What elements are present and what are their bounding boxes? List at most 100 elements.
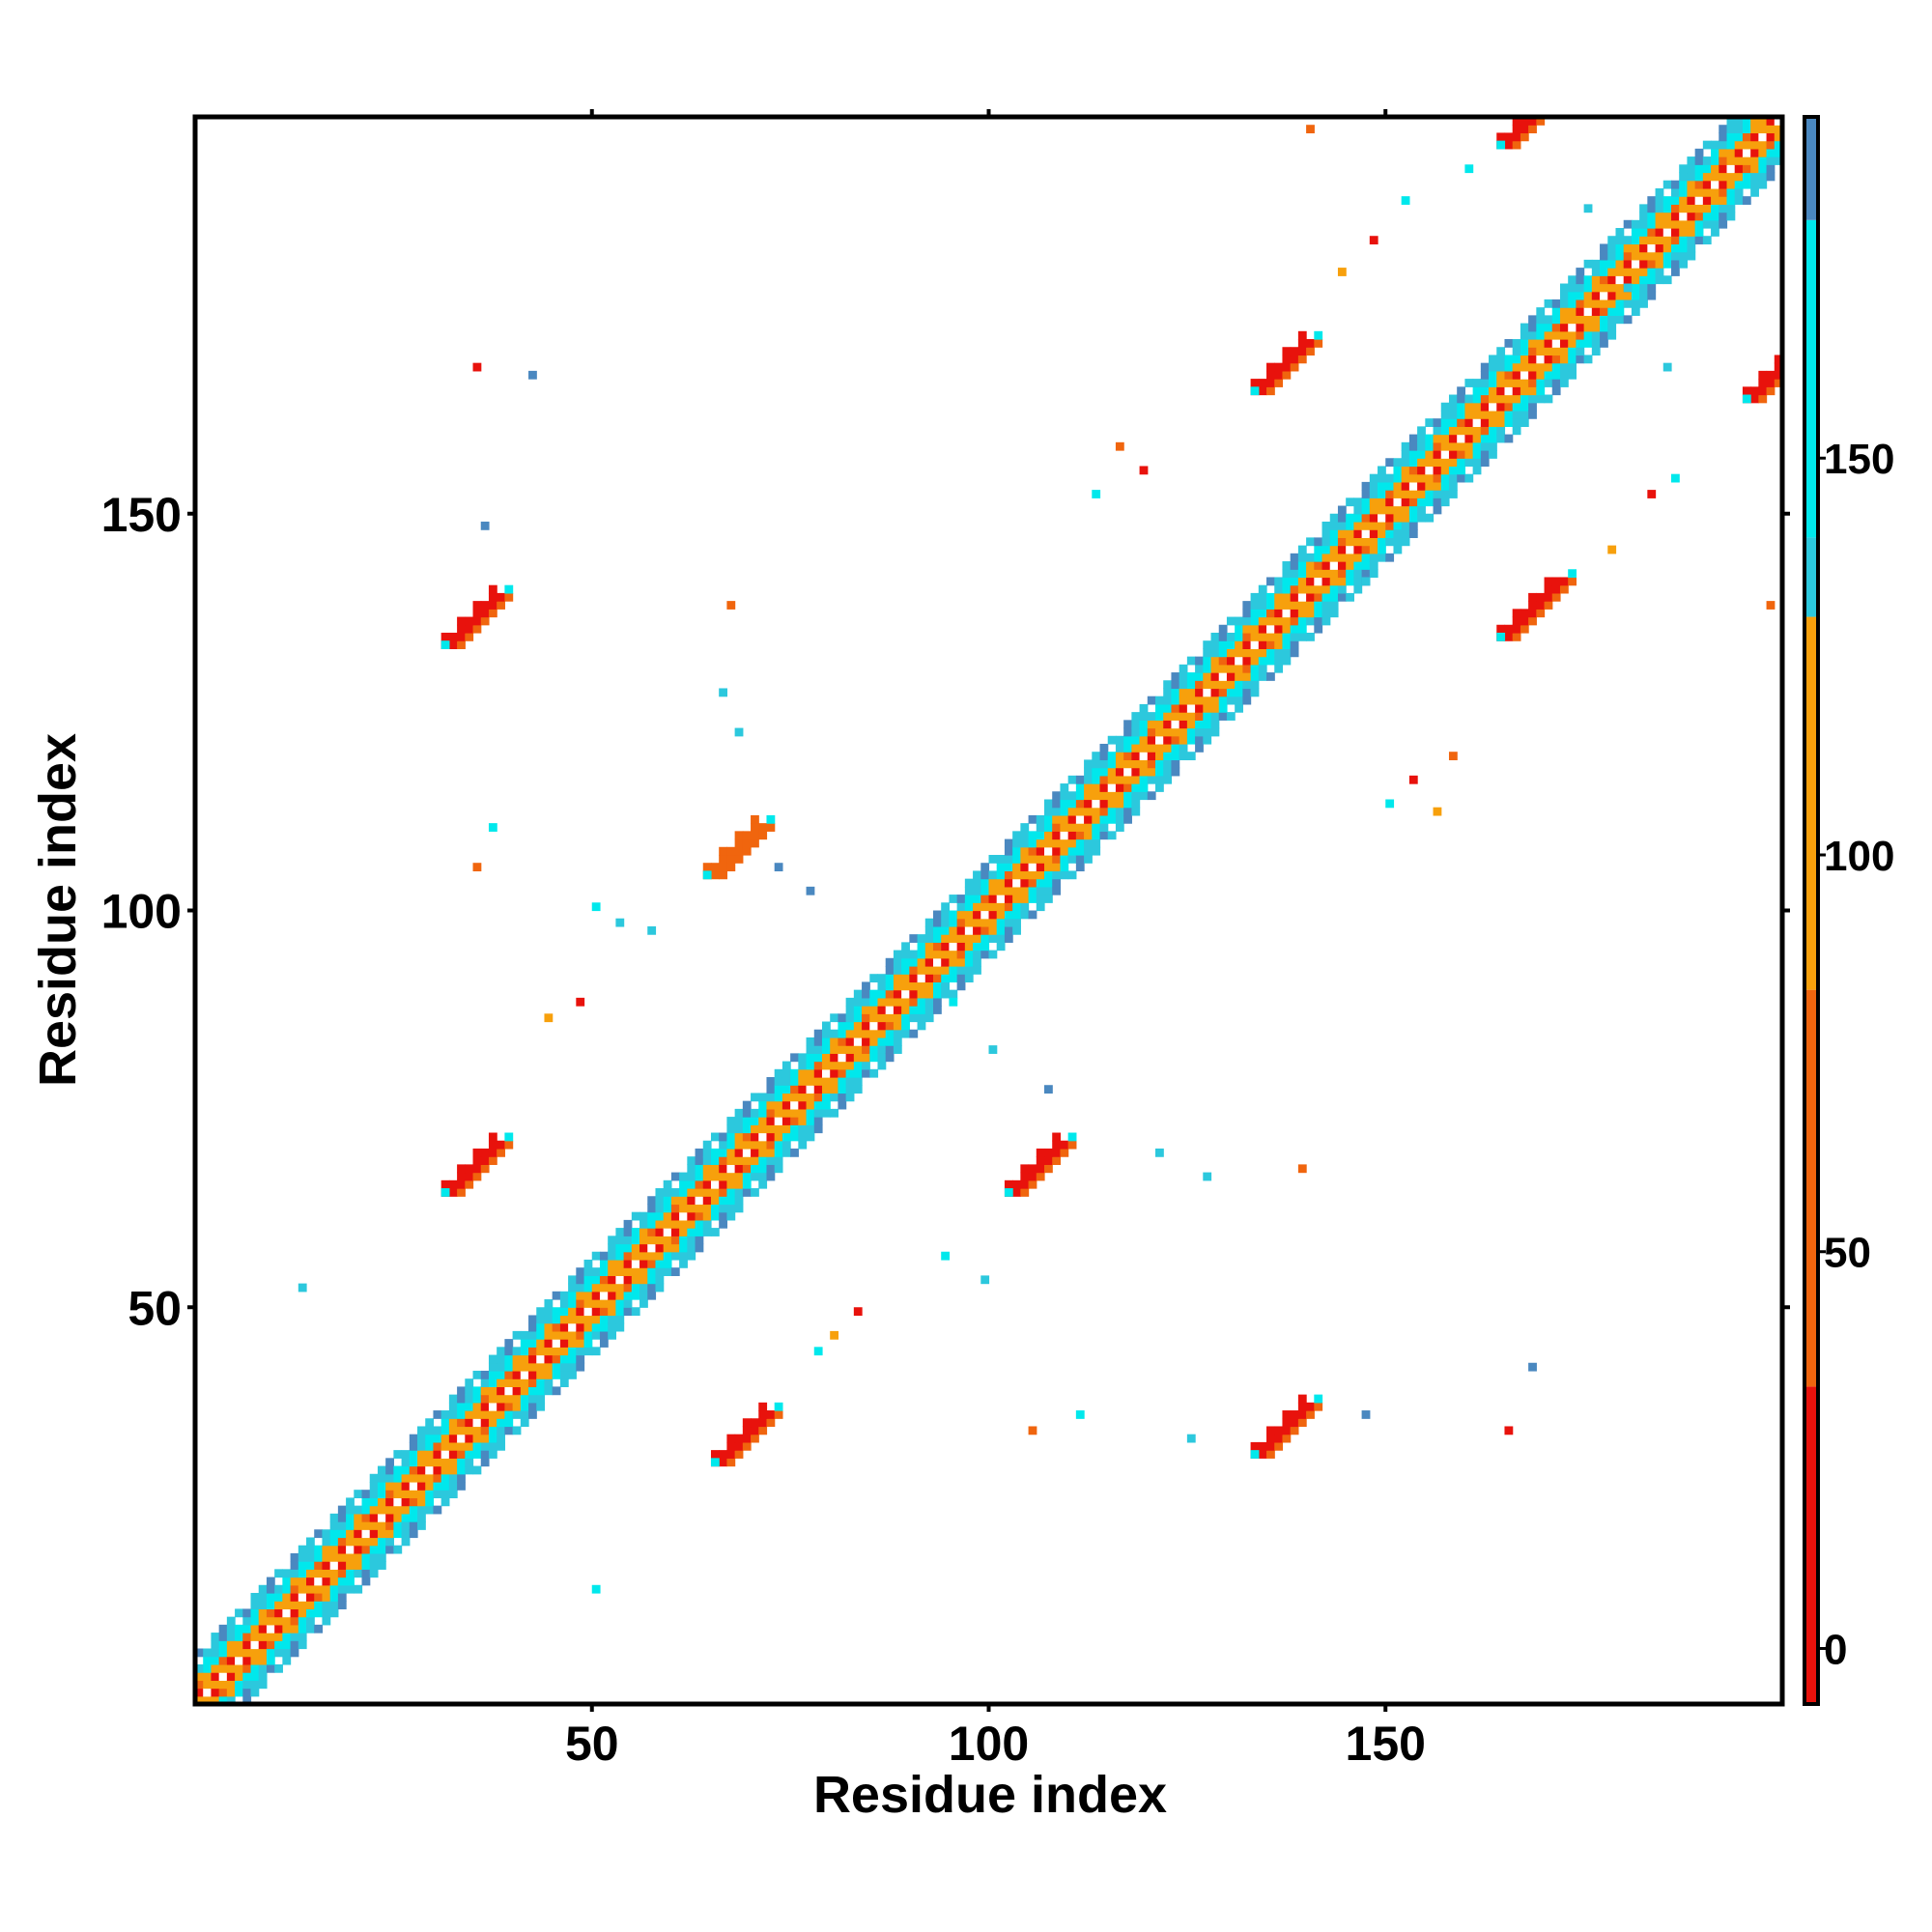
- diagonal-contact-cell: [346, 1521, 355, 1530]
- diagonal-contact-cell: [924, 1013, 934, 1023]
- diagonal-contact-cell: [885, 974, 895, 983]
- diagonal-contact-cell: [1020, 823, 1030, 832]
- diagonal-contact-cell: [599, 1307, 609, 1317]
- diagonal-contact-cell: [306, 1601, 315, 1610]
- diagonal-contact-cell: [1711, 140, 1719, 150]
- diagonal-contact-cell: [1520, 323, 1529, 332]
- diagonal-contact-cell: [1489, 370, 1497, 380]
- diagonal-contact-cell: [1115, 775, 1124, 784]
- diagonal-contact-cell: [599, 1299, 609, 1308]
- diagonal-contact-cell: [1250, 592, 1260, 602]
- diagonal-contact-cell: [885, 1029, 895, 1038]
- diagonal-contact-cell: [528, 1402, 537, 1411]
- diagonal-contact-cell: [1235, 664, 1243, 673]
- diagonal-contact-cell: [1512, 347, 1521, 356]
- diagonal-contact-cell: [1250, 648, 1260, 658]
- diagonal-contact-cell: [631, 1259, 640, 1268]
- contact-patch-cell: [1067, 1132, 1077, 1142]
- diagonal-contact-cell: [1489, 450, 1497, 459]
- diagonal-contact-cell: [314, 1608, 324, 1618]
- diagonal-contact-cell: [1615, 275, 1625, 285]
- diagonal-contact-cell: [1544, 362, 1553, 372]
- contact-patch-cell: [497, 601, 505, 610]
- diagonal-contact-cell: [329, 1561, 339, 1570]
- diagonal-contact-cell: [1489, 418, 1497, 427]
- diagonal-contact-cell: [377, 1513, 386, 1522]
- scattered-contact-cell: [1369, 236, 1378, 245]
- diagonal-contact-cell: [385, 1521, 394, 1530]
- x-tick-label: 150: [1346, 1717, 1426, 1771]
- diagonal-contact-cell: [766, 1093, 776, 1102]
- diagonal-contact-cell: [1647, 291, 1657, 300]
- diagonal-contact-cell: [440, 1497, 450, 1507]
- diagonal-contact-cell: [1044, 854, 1053, 864]
- diagonal-contact-cell: [1639, 291, 1648, 300]
- diagonal-contact-cell: [1631, 228, 1640, 237]
- diagonal-contact-cell: [631, 1236, 640, 1245]
- contact-patch-cell: [1020, 1179, 1030, 1189]
- diagonal-contact-cell: [599, 1315, 609, 1324]
- diagonal-contact-cell: [1147, 791, 1156, 801]
- diagonal-contact-cell: [1726, 125, 1736, 134]
- diagonal-contact-cell: [909, 997, 919, 1007]
- diagonal-contact-cell: [504, 1347, 514, 1356]
- diagonal-contact-cell: [869, 1068, 879, 1078]
- diagonal-contact-cell: [623, 1228, 633, 1236]
- contact-patch-cell: [1496, 624, 1506, 634]
- diagonal-contact-cell: [1353, 497, 1363, 507]
- diagonal-contact-cell: [1052, 863, 1062, 872]
- diagonal-contact-cell: [1536, 394, 1546, 404]
- contact-patch-cell: [1012, 1179, 1021, 1189]
- diagonal-contact-cell: [1662, 180, 1672, 189]
- diagonal-contact-cell: [719, 1179, 728, 1189]
- contact-patch-cell: [472, 616, 482, 626]
- diagonal-contact-cell: [1155, 735, 1164, 745]
- diagonal-contact-cell: [1647, 236, 1657, 245]
- diagonal-contact-cell: [218, 1640, 228, 1650]
- diagonal-contact-cell: [440, 1458, 450, 1467]
- diagonal-contact-cell: [504, 1339, 514, 1348]
- diagonal-contact-cell: [813, 1093, 823, 1102]
- diagonal-contact-cell: [354, 1561, 363, 1570]
- diagonal-contact-cell: [282, 1656, 292, 1665]
- diagonal-contact-cell: [354, 1545, 363, 1554]
- diagonal-contact-cell: [1266, 616, 1275, 626]
- diagonal-contact-cell: [258, 1608, 268, 1618]
- diagonal-contact-cell: [1726, 187, 1736, 197]
- diagonal-contact-cell: [1028, 814, 1037, 824]
- diagonal-contact-cell: [329, 1513, 339, 1522]
- diagonal-contact-cell: [1004, 878, 1013, 888]
- contact-patch-cell: [758, 1410, 768, 1419]
- diagonal-contact-cell: [1092, 775, 1101, 784]
- scattered-contact-cell: [1623, 283, 1633, 293]
- diagonal-contact-cell: [1258, 640, 1267, 650]
- diagonal-contact-cell: [1559, 370, 1569, 380]
- diagonal-contact-cell: [314, 1601, 324, 1610]
- diagonal-contact-cell: [385, 1529, 394, 1539]
- diagonal-contact-cell: [322, 1545, 331, 1554]
- diagonal-contact-cell: [1520, 330, 1529, 340]
- diagonal-contact-cell: [1186, 688, 1196, 697]
- diagonal-contact-cell: [536, 1354, 546, 1364]
- diagonal-contact-cell: [583, 1330, 593, 1340]
- diagonal-contact-cell: [917, 934, 926, 943]
- diagonal-contact-cell: [973, 934, 981, 943]
- diagonal-contact-cell: [1123, 727, 1132, 737]
- diagonal-contact-cell: [512, 1362, 522, 1372]
- diagonal-contact-cell: [1274, 648, 1284, 658]
- diagonal-contact-cell: [1694, 148, 1704, 157]
- contact-patch-cell: [1496, 140, 1506, 150]
- diagonal-contact-cell: [385, 1537, 394, 1547]
- diagonal-contact-cell: [1615, 298, 1625, 308]
- diagonal-contact-cell: [663, 1259, 672, 1268]
- diagonal-contact-cell: [1274, 609, 1284, 618]
- diagonal-contact-cell: [710, 1196, 720, 1206]
- diagonal-contact-cell: [1425, 466, 1435, 475]
- diagonal-contact-cell: [1544, 379, 1553, 387]
- diagonal-contact-cell: [433, 1441, 442, 1451]
- scattered-contact-cell: [774, 863, 783, 872]
- diagonal-contact-cell: [1615, 251, 1625, 261]
- diagonal-contact-cell: [544, 1299, 554, 1308]
- diagonal-contact-cell: [932, 981, 942, 991]
- diagonal-contact-cell: [924, 918, 934, 927]
